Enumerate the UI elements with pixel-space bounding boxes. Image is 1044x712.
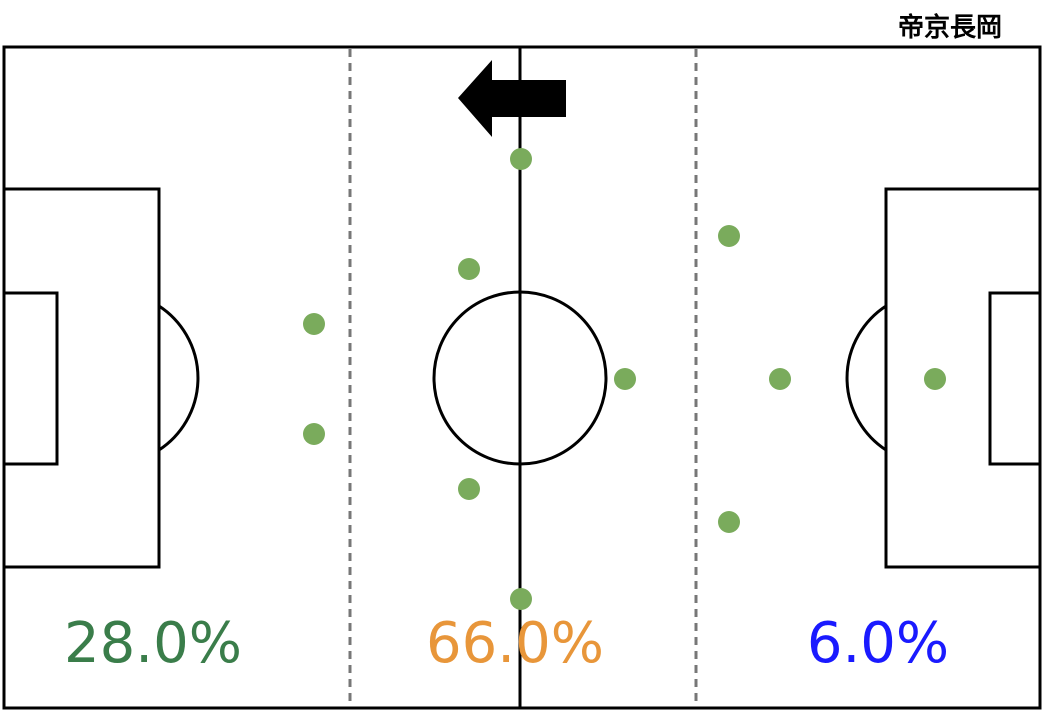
goal-box <box>2 291 59 466</box>
players <box>303 148 946 610</box>
player <box>769 368 791 390</box>
zone-share: 28.0% <box>64 611 242 676</box>
player <box>924 368 946 390</box>
player <box>303 313 325 335</box>
player <box>510 588 532 610</box>
penalty-box <box>2 187 161 569</box>
player <box>458 478 480 500</box>
team-name: 帝京長岡 <box>898 12 1002 43</box>
player <box>510 148 532 170</box>
player <box>458 258 480 280</box>
goal-box <box>988 291 1042 466</box>
penalty-arc <box>158 304 200 452</box>
zone-share: 66.0% <box>426 611 604 676</box>
penalty-box <box>884 187 1042 569</box>
player <box>718 225 740 247</box>
direction-arrow <box>458 60 566 137</box>
zone-share: 6.0% <box>807 611 949 676</box>
penalty-arc <box>845 304 887 452</box>
player <box>303 423 325 445</box>
player <box>614 368 636 390</box>
center-circle <box>432 290 608 466</box>
player <box>718 511 740 533</box>
